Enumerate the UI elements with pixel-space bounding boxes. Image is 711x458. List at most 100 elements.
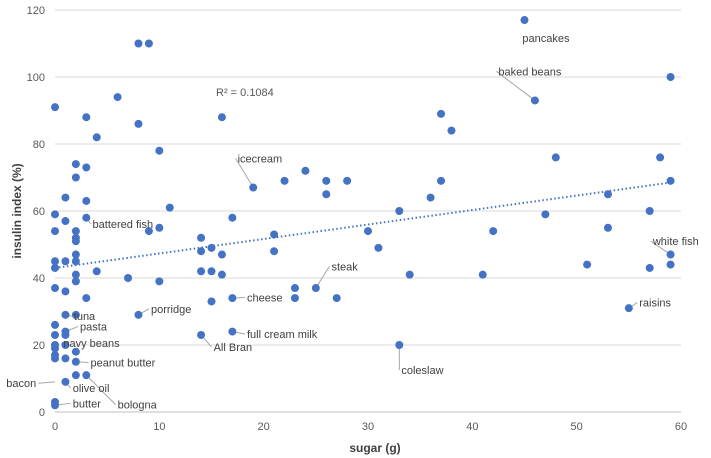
annotation-label: white fish — [652, 236, 699, 248]
data-point — [343, 176, 352, 185]
x-axis-ticks: 0 10 20 30 40 50 60 — [52, 421, 687, 433]
annotation-label: pasta — [80, 322, 108, 334]
data-point — [61, 310, 70, 319]
annotation-label: icecream — [238, 153, 283, 165]
data-point — [134, 119, 143, 128]
x-axis-title: sugar (g) — [349, 441, 400, 455]
x-tick-label: 10 — [153, 421, 165, 433]
gridlines — [55, 9, 681, 346]
annotation-label: battered fish — [93, 219, 154, 231]
data-point — [207, 243, 216, 252]
data-point — [71, 173, 80, 182]
annotation-label: full cream milk — [247, 329, 318, 341]
data-point — [71, 357, 80, 366]
data-point — [656, 153, 665, 162]
data-point — [666, 176, 675, 185]
y-tick-label: 100 — [27, 72, 45, 84]
data-point — [92, 267, 101, 276]
data-point — [270, 230, 279, 239]
data-point — [395, 341, 404, 349]
annotation-label: cheese — [247, 292, 282, 304]
data-point — [478, 270, 487, 279]
data-point — [51, 354, 59, 363]
data-point — [290, 294, 299, 303]
data-point — [61, 193, 70, 202]
annotation-label: bologna — [118, 400, 158, 412]
data-point — [71, 227, 80, 236]
data-point — [71, 310, 80, 319]
data-point — [666, 260, 675, 269]
data-point — [51, 103, 59, 112]
data-point — [61, 287, 70, 296]
data-point — [82, 294, 91, 303]
data-point — [624, 304, 633, 313]
annotation-leader — [315, 266, 330, 289]
data-point — [197, 267, 206, 276]
data-point — [71, 371, 80, 380]
data-point — [71, 237, 80, 246]
data-point — [144, 39, 153, 48]
x-tick-label: 0 — [52, 421, 58, 433]
x-tick-label: 50 — [571, 421, 583, 433]
data-point — [71, 270, 80, 279]
data-point — [666, 73, 675, 81]
annotation-label: navy beans — [63, 338, 120, 350]
data-point — [489, 227, 498, 236]
data-point — [217, 113, 226, 122]
data-point — [61, 330, 70, 339]
data-point — [71, 250, 80, 259]
data-point — [82, 163, 91, 172]
data-point — [217, 270, 226, 279]
data-point — [301, 166, 310, 175]
annotation-label: coleslaw — [401, 365, 443, 377]
data-point — [155, 146, 164, 155]
data-point — [270, 247, 279, 256]
data-point — [61, 257, 70, 266]
annotations: pancakes baked beans icecream battered fish… — [6, 33, 698, 412]
data-point — [71, 257, 80, 266]
data-point — [82, 371, 91, 380]
data-point — [71, 277, 80, 286]
annotation-leaders — [38, 70, 671, 406]
data-point — [645, 263, 654, 272]
data-point — [583, 260, 592, 269]
data-point — [426, 193, 435, 202]
y-tick-label: 60 — [33, 206, 45, 218]
data-point — [51, 320, 59, 329]
annotation-label: butter — [73, 398, 101, 410]
data-point — [645, 207, 654, 215]
annotation-label: peanut butter — [90, 357, 155, 369]
x-tick-label: 20 — [258, 421, 270, 433]
data-point — [113, 93, 122, 102]
y-tick-label: 20 — [33, 340, 45, 352]
data-point — [332, 294, 341, 303]
data-point — [61, 217, 70, 226]
data-point — [51, 210, 59, 219]
annotation-label: baked beans — [498, 66, 561, 78]
data-point — [51, 227, 59, 236]
data-point — [447, 126, 456, 135]
data-point — [51, 284, 59, 293]
y-tick-label: 120 — [27, 5, 45, 17]
annotation-label: porridge — [151, 304, 191, 316]
data-point — [249, 183, 258, 192]
data-point — [82, 196, 91, 205]
y-axis-title: insulin index (%) — [10, 163, 24, 258]
data-point — [165, 203, 174, 212]
data-point — [395, 207, 404, 215]
data-point — [51, 344, 59, 353]
y-tick-label: 0 — [39, 407, 45, 419]
data-point — [280, 176, 289, 185]
data-point — [71, 160, 80, 169]
data-point — [144, 227, 153, 236]
data-points — [51, 16, 675, 410]
data-point — [530, 96, 539, 105]
data-point — [155, 223, 164, 232]
annotation-label: bacon — [6, 378, 36, 390]
data-point — [541, 210, 550, 219]
annotation-label: raisins — [639, 297, 671, 309]
data-point — [197, 247, 206, 256]
data-point — [666, 250, 675, 259]
annotation-label: pancakes — [522, 33, 570, 45]
data-point — [603, 223, 612, 232]
